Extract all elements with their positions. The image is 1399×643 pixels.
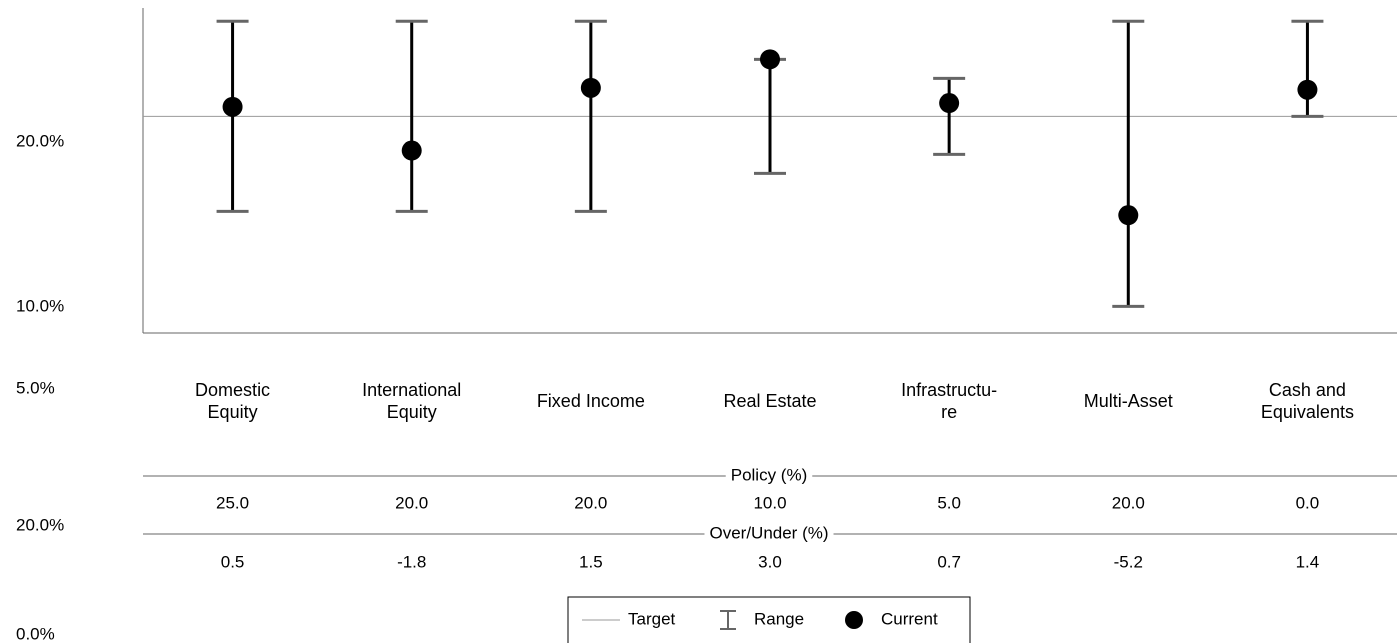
header-bg	[725, 466, 813, 486]
category-label: Cash and Equivalents	[1260, 380, 1354, 422]
legend-target: Target	[628, 609, 676, 628]
table-header: Policy (%)	[731, 465, 808, 484]
policy-value: 5.0	[937, 493, 961, 512]
legend-current: Current	[881, 609, 938, 628]
legend-current-swatch	[845, 611, 863, 629]
policy-value: 20.0	[1112, 493, 1145, 512]
table-header: Over/Under (%)	[709, 523, 828, 542]
side-label: 10.0%	[16, 296, 64, 315]
category-label: Real Estate	[723, 391, 817, 411]
current-dot	[401, 140, 422, 161]
category-label: Fixed Income	[536, 391, 645, 411]
over-under-value: -1.8	[397, 552, 426, 571]
policy-value: 25.0	[216, 493, 249, 512]
current-dot	[760, 49, 780, 70]
over-under-value: 1.5	[579, 552, 603, 571]
current-dot	[939, 93, 960, 114]
legend-range: Range	[754, 609, 804, 628]
over-under-value: 0.5	[221, 552, 245, 571]
over-under-value: 1.4	[1296, 552, 1320, 571]
policy-value: 0.0	[1296, 493, 1320, 512]
category-label: Domestic Equity	[195, 380, 271, 422]
category-label: Multi-Asset	[1083, 391, 1173, 411]
category-label: International Equity	[362, 380, 462, 422]
over-under-value: 0.7	[937, 552, 961, 571]
current-dot	[1118, 205, 1139, 226]
current-dot	[1297, 79, 1318, 100]
header-bg	[704, 524, 834, 544]
current-dot	[222, 96, 243, 117]
side-label: 5.0%	[16, 378, 55, 397]
over-under-value: 3.0	[758, 552, 782, 571]
policy-value: 10.0	[753, 493, 786, 512]
policy-value: 20.0	[395, 493, 428, 512]
side-label: 20.0%	[16, 515, 64, 534]
over-under-value: -5.2	[1114, 552, 1143, 571]
side-label: 20.0%	[16, 131, 64, 150]
current-dot	[580, 77, 601, 98]
category-label: Infrastructu-re	[901, 380, 998, 422]
policy-value: 20.0	[574, 493, 607, 512]
legend-box	[567, 596, 971, 643]
side-label: 0.0%	[16, 624, 55, 643]
